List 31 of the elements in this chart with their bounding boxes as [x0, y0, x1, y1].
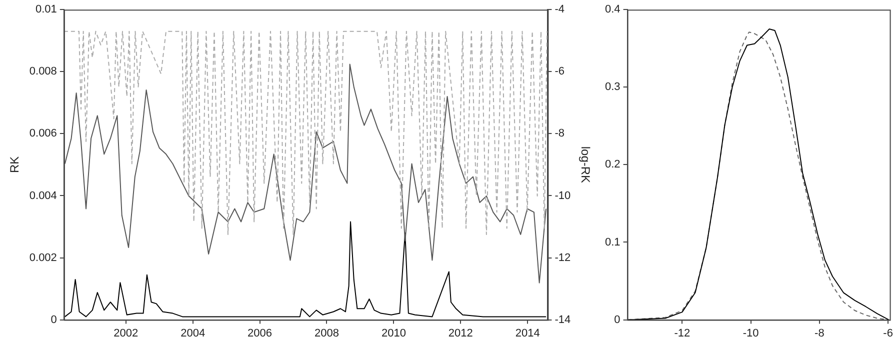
y-tick-label: 0.4	[604, 4, 620, 16]
x-tick-label: -6	[883, 327, 893, 340]
y2-tick-label: -6	[554, 66, 564, 78]
y-tick-label: 0.002	[29, 252, 57, 264]
y-axis-title: RK	[8, 156, 22, 174]
y-tick-label: 0	[614, 314, 620, 326]
y-tick-label: 0.01	[36, 4, 57, 16]
x-tick-label: 2014	[515, 327, 540, 340]
x-tick-label: -12	[674, 327, 690, 340]
x-tick-label: 2004	[180, 327, 206, 340]
y2-axis-title: log-RK	[578, 146, 592, 184]
y2-tick-label: -14	[554, 314, 571, 326]
y2-tick-label: -10	[554, 190, 571, 202]
y-tick-label: 0.1	[604, 236, 620, 248]
line-series	[64, 30, 548, 235]
x-tick-label: 2012	[448, 327, 473, 340]
y-tick-label: 0.3	[604, 81, 620, 94]
y-tick-label: 0.004	[29, 190, 57, 202]
x-tick-label: 2002	[114, 327, 138, 340]
y-tick-label: 0.006	[29, 128, 57, 140]
y2-tick-label: -12	[554, 252, 571, 264]
x-tick-label: -10	[742, 327, 759, 340]
y-tick-label: 0	[50, 314, 57, 326]
y-tick-label: 0.2	[604, 158, 620, 171]
x-tick-label: -8	[814, 327, 824, 340]
y2-tick-label: -4	[554, 4, 564, 16]
y2-tick-label: -8	[554, 128, 564, 140]
x-tick-label: 2010	[381, 327, 406, 340]
y-tick-label: 0.008	[29, 66, 57, 78]
x-tick-label: 2006	[248, 327, 272, 340]
x-tick-label: 2008	[314, 327, 339, 340]
